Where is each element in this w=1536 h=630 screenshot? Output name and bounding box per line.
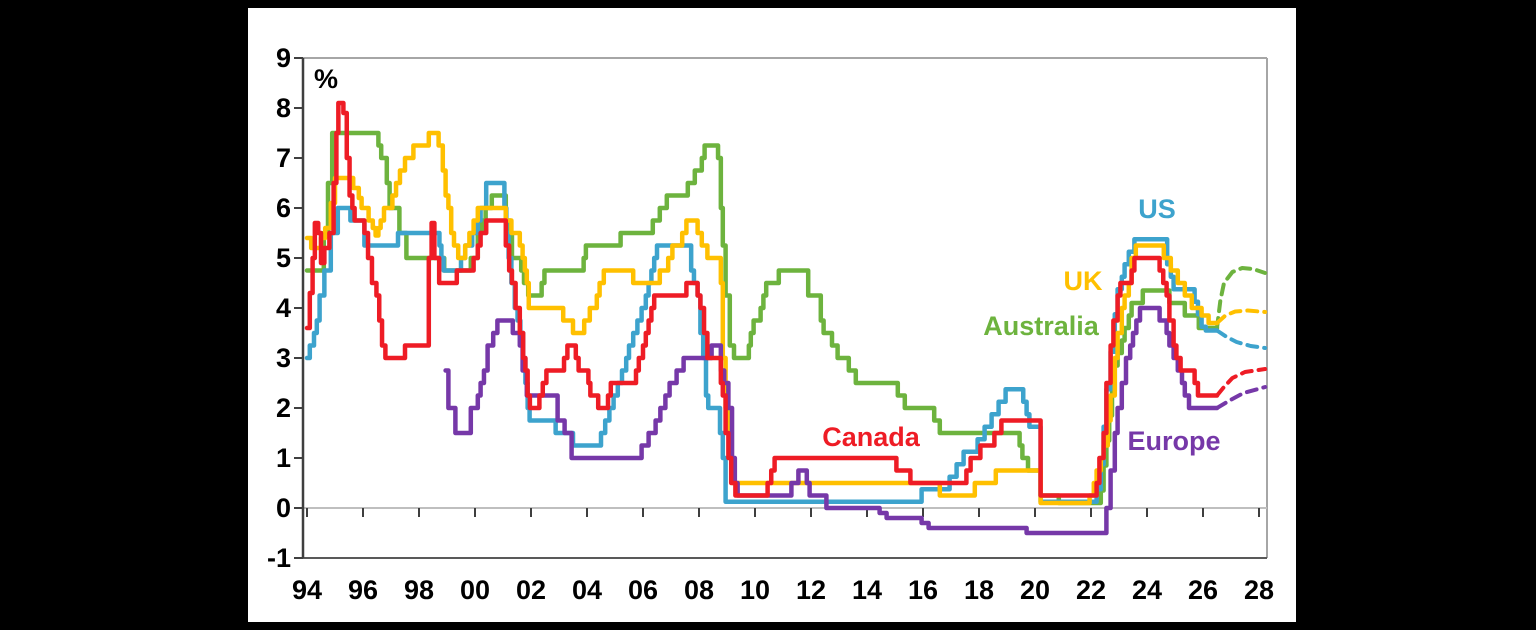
x-tick-label: 22 [1076,575,1106,605]
series-forecast-australia [1215,266,1268,330]
x-tick-label: 20 [1020,575,1050,605]
series-forecast-uk [1215,308,1268,325]
series-europe: Europe [443,305,1268,536]
x-tick-label: 24 [1132,575,1162,605]
x-tick-label: 02 [516,575,546,605]
y-tick-label: 1 [276,443,291,473]
x-tick-label: 96 [348,575,378,605]
x-tick-label: 04 [572,575,602,605]
y-tick-label: 6 [276,193,291,223]
series-forecast-us [1215,328,1268,350]
x-tick-label: 28 [1244,575,1274,605]
series-line-canada [304,100,1220,498]
y-tick-label: 5 [276,243,291,273]
x-tick-label: 18 [964,575,994,605]
series-label-australia: Australia [983,311,1100,341]
y-tick-label: 0 [276,493,291,523]
percent-label: % [314,64,338,94]
series-forecast-canada [1215,367,1268,398]
y-tick-label: 8 [276,93,291,123]
series-line-europe [443,305,1220,536]
x-tick-label: 08 [684,575,714,605]
series-forecast-europe [1215,385,1268,410]
x-tick-label: 14 [852,575,882,605]
x-tick-label: 16 [908,575,938,605]
x-tick-label: 94 [292,575,322,605]
y-tick-label: 3 [276,343,291,373]
y-axis: 9 8 7 6 5 4 3 2 1 0 -1 [267,43,303,573]
y-tick-label: 2 [276,393,291,423]
y-tick-label: 9 [276,43,291,73]
y-tick-label: -1 [267,543,291,573]
x-tick-label: 26 [1188,575,1218,605]
series-australia: Australia [304,130,1268,506]
series-line-us [304,180,1220,504]
y-tick-label: 7 [276,143,291,173]
series-label-canada: Canada [822,422,921,452]
series-line-australia [304,130,1220,506]
x-tick-label: 10 [740,575,770,605]
x-tick-label: 98 [404,575,434,605]
series-uk: UK [304,130,1268,506]
series-canada: Canada [304,100,1268,498]
x-tick-label: 00 [460,575,490,605]
series-label-europe: Europe [1127,426,1220,456]
series-label-us: US [1138,194,1176,224]
x-tick-label: 06 [628,575,658,605]
x-tick-label: 12 [796,575,826,605]
series-line-uk [304,130,1220,506]
x-axis: 94 96 98 00 02 04 06 08 10 12 14 16 18 20 22 24 26 28 [292,508,1274,605]
series-label-uk: UK [1064,266,1103,296]
y-tick-label: 4 [276,293,291,323]
